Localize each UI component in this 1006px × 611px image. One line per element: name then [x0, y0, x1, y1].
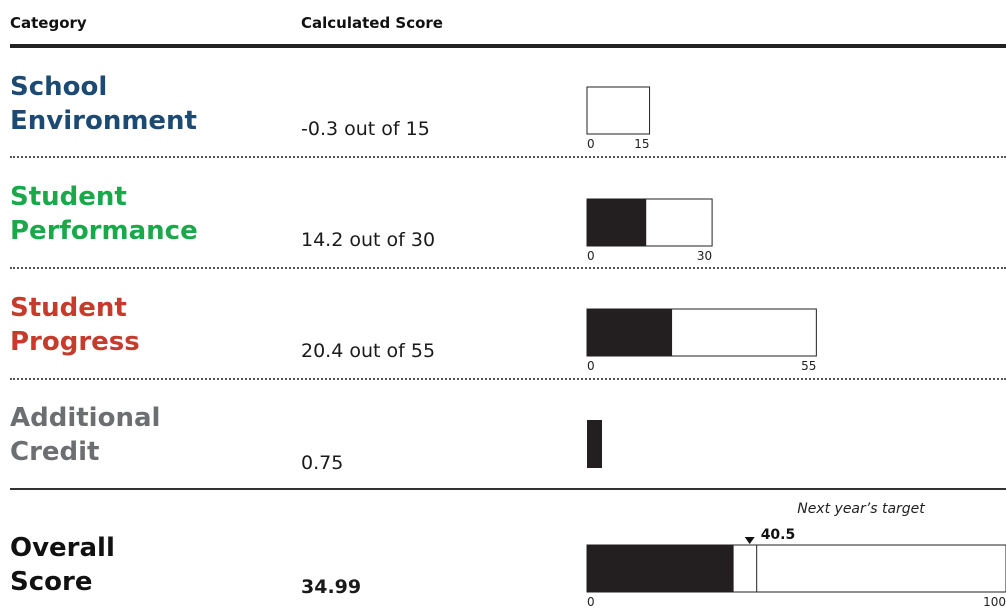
tick-label: 15 — [634, 137, 649, 151]
score-additional-credit: 0.75 — [301, 452, 344, 474]
score-student-performance: 14.2 out of 30 — [301, 229, 436, 251]
category-label-line: Student — [10, 182, 127, 212]
tick-label: 30 — [697, 249, 712, 263]
category-label-line: Overall — [10, 533, 115, 563]
tick-label: 0 — [587, 359, 595, 373]
category-label-additional-credit: Additional Credit — [10, 401, 160, 469]
bar — [587, 199, 647, 246]
category-label-line: Credit — [10, 437, 100, 467]
calculated-score-column-header: Calculated Score — [301, 14, 443, 32]
score-student-progress: 20.4 out of 55 — [301, 340, 436, 362]
tick-label: 0 — [587, 249, 595, 263]
tick-label: 0 — [587, 595, 595, 609]
tick-label: 55 — [801, 359, 816, 373]
category-label-line: Student — [10, 293, 127, 323]
overall-divider — [10, 488, 1006, 490]
category-label-line: Progress — [10, 327, 140, 357]
category-label-school-environment: School Environment — [10, 70, 197, 138]
category-label-student-progress: Student Progress — [10, 291, 140, 359]
row-divider — [10, 378, 1006, 380]
category-label-overall-score: Overall Score — [10, 531, 115, 599]
bar — [587, 309, 673, 356]
row-divider — [10, 156, 1006, 158]
category-label-line: Score — [10, 567, 93, 597]
row-divider — [10, 267, 1006, 269]
target-value-label: 40.5 — [761, 527, 796, 543]
header-rule — [10, 44, 1006, 48]
category-label-student-performance: Student Performance — [10, 180, 198, 248]
category-label-line: Environment — [10, 106, 197, 136]
score-overall: 34.99 — [301, 576, 362, 598]
score-school-environment: -0.3 out of 15 — [301, 118, 430, 140]
category-label-line: Additional — [10, 403, 161, 433]
bar — [587, 545, 734, 592]
target-marker-icon — [744, 537, 755, 544]
category-column-header: Category — [10, 14, 87, 32]
bar — [587, 420, 602, 468]
category-label-line: Performance — [10, 216, 198, 246]
tick-label: 100 — [983, 595, 1006, 609]
bar-track — [586, 86, 651, 135]
target-caption: Next year’s target — [797, 501, 925, 517]
tick-label: 0 — [587, 137, 595, 151]
category-label-line: School — [10, 72, 108, 102]
